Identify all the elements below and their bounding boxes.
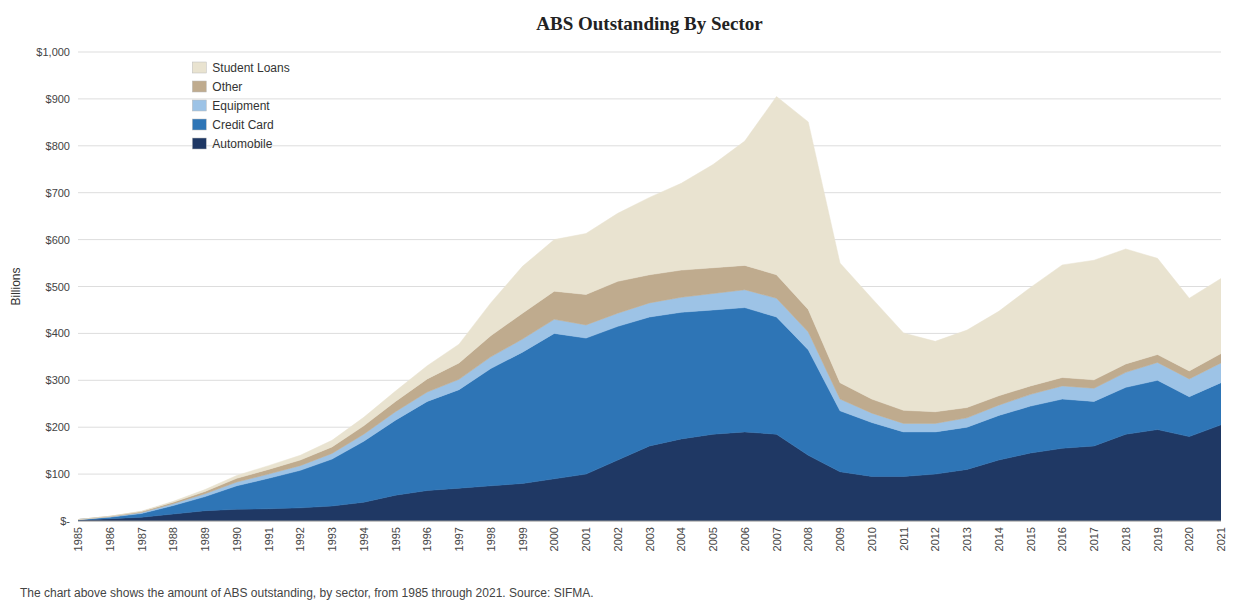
- x-tick-label: 2012: [929, 527, 941, 551]
- x-tick-label: 1988: [167, 527, 179, 551]
- legend-swatch: [192, 81, 206, 92]
- y-tick-label: $1,000: [36, 46, 70, 58]
- x-tick-label: 1986: [104, 527, 116, 551]
- legend-label: Student Loans: [212, 61, 289, 75]
- x-tick-label: 1994: [358, 527, 370, 551]
- x-tick-label: 2019: [1152, 527, 1164, 551]
- x-tick-label: 2010: [866, 527, 878, 551]
- x-tick-label: 1999: [517, 527, 529, 551]
- title: ABS Outstanding By Sector: [536, 13, 763, 34]
- x-tick-label: 1998: [485, 527, 497, 551]
- y-tick-label: $300: [46, 374, 70, 386]
- legend-swatch: [192, 100, 206, 111]
- x-tick-label: 2015: [1025, 527, 1037, 551]
- legend-label: Automobile: [212, 137, 272, 151]
- x-tick-label: 2018: [1120, 527, 1132, 551]
- x-tick-label: 2005: [707, 527, 719, 551]
- y-tick-label: $800: [46, 140, 70, 152]
- legend-label: Credit Card: [212, 118, 273, 132]
- x-tick-label: 2009: [834, 527, 846, 551]
- x-tick-label: 2003: [644, 527, 656, 551]
- x-tick-label: 2004: [675, 527, 687, 551]
- x-tick-label: 2000: [548, 527, 560, 551]
- y-grid: [78, 52, 1221, 521]
- grid-line: [78, 52, 1221, 53]
- x-tick-label: 1997: [453, 527, 465, 551]
- x-tick-label: 2011: [898, 527, 910, 551]
- y-axis-label: Billions: [9, 267, 23, 305]
- y-axis: $- $100 $200 $300 $400 $500 $600 $700 $800 $900 $1…: [36, 46, 70, 527]
- x-tick-label: 2016: [1056, 527, 1068, 551]
- y-tick-label: $400: [46, 327, 70, 339]
- y-tick-label: $900: [46, 93, 70, 105]
- legend-swatch: [192, 138, 206, 149]
- y-tick-label: $600: [46, 234, 70, 246]
- x-tick-label: 2017: [1088, 527, 1100, 551]
- x-tick-label: 2013: [961, 527, 973, 551]
- x-axis: 1985 1986 1987 1988 1989 1990 1991 1992 1993 1994…: [72, 527, 1227, 551]
- x-tick-label: 1990: [231, 527, 243, 551]
- y-tick-label: $500: [46, 281, 70, 293]
- x-tick-label: 2008: [802, 527, 814, 551]
- legend-swatch: [192, 119, 206, 130]
- x-tick-label: 1996: [421, 527, 433, 551]
- y-tick-label: $700: [46, 187, 70, 199]
- x-tick-label: 2020: [1183, 527, 1195, 551]
- legend-label: Other: [212, 80, 242, 94]
- y-tick-label: $-: [60, 515, 70, 527]
- grid-line: [78, 521, 1221, 522]
- x-tick-label: 2001: [580, 527, 592, 551]
- x-tick-label: 2006: [739, 527, 751, 551]
- legend-swatch: [192, 62, 206, 73]
- x-tick-label: 1993: [326, 527, 338, 551]
- y-tick-label: $200: [46, 421, 70, 433]
- x-axis-line: [78, 521, 1221, 522]
- grid-line: [78, 192, 1221, 193]
- chart: ABS Outstanding By Sector$-$100$200$300$…: [0, 0, 1245, 609]
- x-tick-label: 2014: [993, 527, 1005, 551]
- areas: [78, 97, 1221, 521]
- x-tick-label: 1992: [294, 527, 306, 551]
- x-tick-label: 2002: [612, 527, 624, 551]
- x-tick-label: 1995: [390, 527, 402, 551]
- y-tick-label: $100: [46, 468, 70, 480]
- legend: Student Loans Other Equipment Credit Card Au…: [192, 61, 289, 151]
- x-tick-label: 2021: [1215, 527, 1227, 551]
- legend-label: Equipment: [212, 99, 270, 113]
- subtitle: The chart above shows the amount of ABS …: [20, 586, 594, 600]
- area: [78, 97, 1221, 520]
- x-tick-label: 1989: [199, 527, 211, 551]
- x-tick-label: 1987: [136, 527, 148, 551]
- x-tick-label: 1985: [72, 527, 84, 551]
- x-tick-label: 2007: [771, 527, 783, 551]
- x-tick-label: 1991: [263, 527, 275, 551]
